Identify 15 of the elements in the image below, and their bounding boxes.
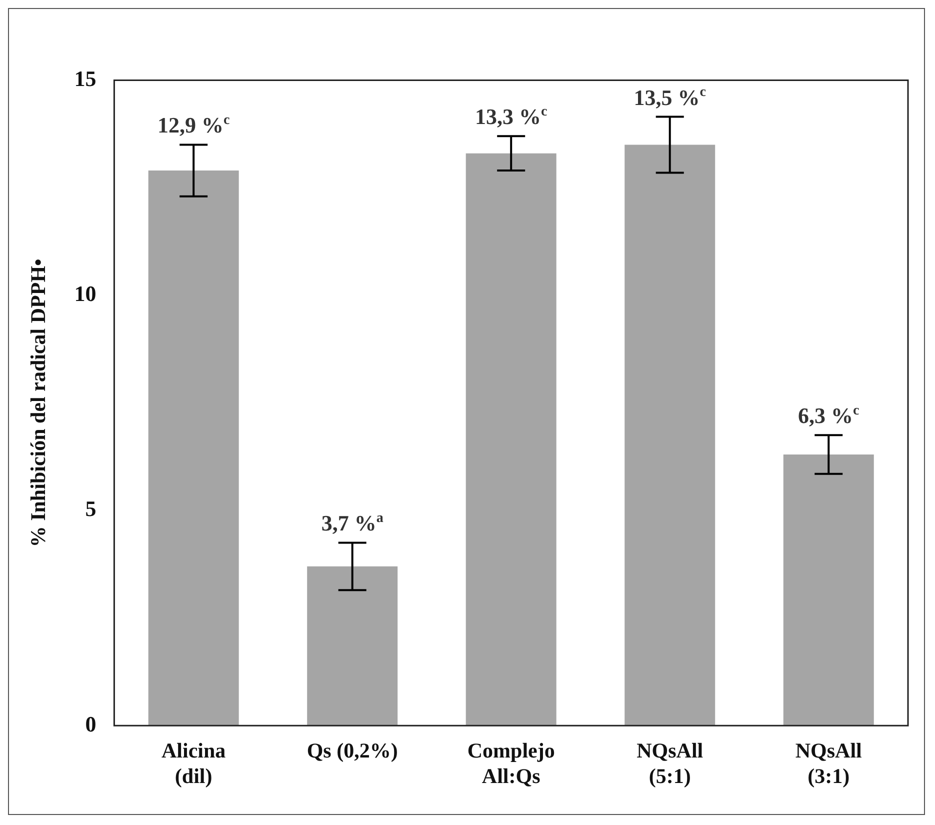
bar xyxy=(783,454,874,726)
bar xyxy=(148,170,239,726)
bar xyxy=(466,153,556,726)
y-tick-label: 10 xyxy=(74,281,96,306)
bar xyxy=(307,566,398,726)
x-tick-label: Complejo All:Qs xyxy=(467,738,555,788)
x-tick-label: NQsAll (3:1) xyxy=(795,738,862,788)
y-tick-label: 0 xyxy=(85,711,96,736)
x-tick-label: Alicina (dil) xyxy=(161,738,226,788)
y-tick-label: 5 xyxy=(85,496,96,522)
bar xyxy=(624,144,716,726)
x-tick-label: Qs (0,2%) xyxy=(306,738,398,763)
y-axis-title: % Inhibición del radical DPPH• xyxy=(26,258,50,548)
y-tick-label: 15 xyxy=(74,66,96,91)
x-tick-label: NQsAll (5:1) xyxy=(636,738,704,788)
